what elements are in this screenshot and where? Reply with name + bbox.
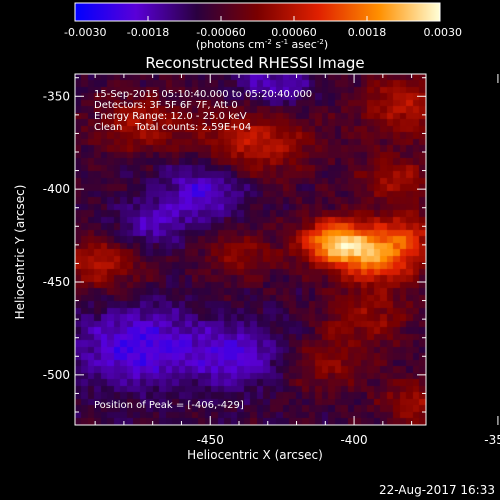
- colorbar-tick-label: -0.0018: [127, 26, 169, 39]
- y-tick-labels: -350 -400 -450 -500: [43, 89, 70, 382]
- annotation-energy-range: Energy Range: 12.0 - 25.0 keV: [94, 111, 247, 122]
- colorbar: -0.0030 -0.0018 -0.00060 0.00060 0.0018 0.003…: [64, 2, 462, 51]
- y-tick-label: -400: [43, 182, 70, 196]
- colorbar-tick-label: 0.00060: [271, 26, 317, 39]
- axis-ticks: [75, 74, 499, 425]
- colorbar-tick-label: -0.0030: [64, 26, 106, 39]
- y-tick-label: -500: [43, 368, 70, 382]
- x-tick-label: -400: [340, 433, 367, 447]
- y-axis-label: Heliocentric Y (arcsec): [13, 185, 27, 320]
- annotations: 15-Sep-2015 05:10:40.000 to 05:20:40.000…: [94, 89, 312, 411]
- y-tick-label: -450: [43, 275, 70, 289]
- colorbar-units-label: (photons cm-2 s-1 asec-2): [196, 38, 328, 51]
- annotation-peak-position: Position of Peak = [-406,-429]: [94, 400, 244, 411]
- colorbar-tick-label: -0.00060: [196, 26, 245, 39]
- annotation-detectors: Detectors: 3F 5F 6F 7F, Att 0: [94, 100, 238, 111]
- colorbar-gradient: [74, 2, 441, 22]
- annotation-time-range: 15-Sep-2015 05:10:40.000 to 05:20:40.000: [94, 89, 312, 100]
- colorbar-tick-label: 0.0030: [424, 26, 463, 39]
- chart-title: Reconstructed RHESSI Image: [145, 54, 364, 72]
- x-tick-label: -350: [484, 433, 500, 447]
- colorbar-tick-label: 0.0018: [348, 26, 387, 39]
- plot-frame: [74, 73, 427, 426]
- y-tick-label: -350: [43, 89, 70, 103]
- colorbar-ticks: [74, 16, 441, 21]
- colorbar-tick-labels: -0.0030 -0.0018 -0.00060 0.00060 0.0018 0.003…: [64, 26, 462, 39]
- x-tick-labels: -450 -400 -350: [197, 433, 500, 447]
- heatmap: [75, 74, 426, 425]
- footer-timestamp: 22-Aug-2017 16:33: [379, 483, 495, 497]
- x-axis-label: Heliocentric X (arcsec): [187, 448, 323, 462]
- x-tick-label: -450: [197, 433, 224, 447]
- annotation-total-counts: Clean Total counts: 2.59E+04: [94, 122, 251, 133]
